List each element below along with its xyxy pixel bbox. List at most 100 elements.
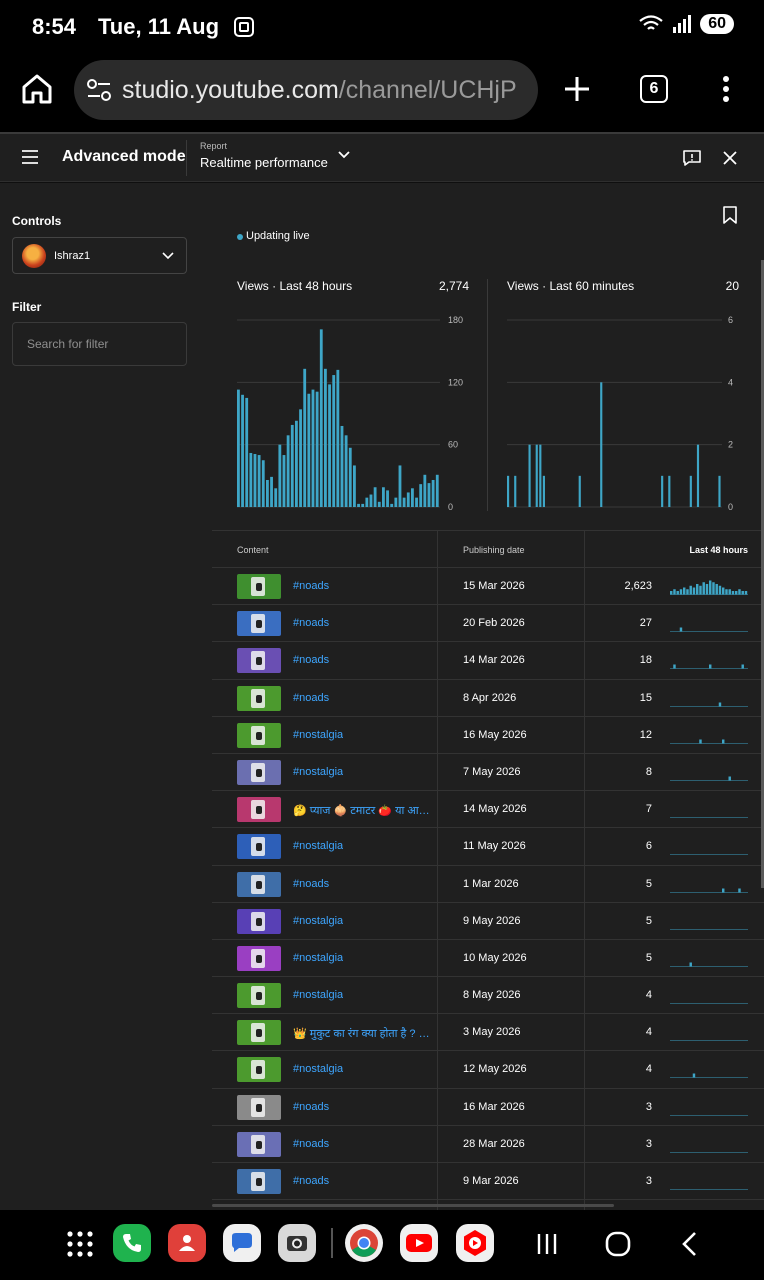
bookmark-icon[interactable]	[722, 205, 738, 225]
video-thumbnail[interactable]	[237, 1094, 281, 1120]
video-thumbnail[interactable]	[237, 834, 281, 860]
table-row[interactable]: #nostalgia 16 May 2026 12	[212, 717, 764, 754]
y-tick-label: 0	[728, 502, 733, 512]
vertical-scrollbar[interactable]	[761, 260, 764, 888]
video-title-link[interactable]: #noads	[293, 877, 330, 890]
contacts-icon[interactable]	[168, 1224, 206, 1262]
close-icon[interactable]	[722, 150, 738, 166]
column-header-date[interactable]: Publishing date	[463, 545, 525, 555]
chevron-down-icon[interactable]	[336, 148, 352, 162]
chart-bar	[270, 476, 273, 507]
table-row[interactable]: #noads 28 Mar 2026 3	[212, 1126, 764, 1163]
recents-icon[interactable]	[535, 1232, 559, 1256]
table-row[interactable]: #noads 20 Feb 2026 27	[212, 605, 764, 643]
video-title-link[interactable]: #nostalgia	[293, 1063, 344, 1076]
table-row[interactable]: 🤔 प्याज 🧅 टमाटर 🍅 या आलू... 14 May 2026 7	[212, 791, 764, 829]
menu-icon[interactable]	[22, 150, 38, 164]
video-thumbnail[interactable]	[237, 574, 281, 599]
column-header-views[interactable]: Last 48 hours	[689, 545, 748, 555]
video-thumbnail[interactable]	[237, 722, 281, 748]
table-row[interactable]: #noads 16 Mar 2026 3	[212, 1089, 764, 1126]
filter-search-input[interactable]	[12, 322, 187, 366]
video-thumbnail[interactable]	[237, 1169, 281, 1194]
site-settings-icon[interactable]	[86, 78, 112, 102]
back-icon[interactable]	[678, 1230, 702, 1258]
video-title-link[interactable]: 👑 मुकुट का रंग क्या होता है ? #...	[293, 1028, 433, 1041]
home-icon[interactable]	[20, 72, 54, 106]
video-thumbnail[interactable]	[237, 685, 281, 711]
youtube-icon[interactable]	[400, 1224, 438, 1262]
new-tab-icon[interactable]	[562, 72, 592, 106]
feedback-icon[interactable]	[682, 149, 702, 167]
table-row[interactable]: #noads 15 Mar 2026 2,623	[212, 568, 764, 606]
video-title-link[interactable]: #nostalgia	[293, 989, 344, 1002]
table-row[interactable]: #nostalgia 10 May 2026 5	[212, 940, 764, 978]
video-thumbnail[interactable]	[237, 1057, 281, 1083]
video-title-link[interactable]: 🤔 प्याज 🧅 टमाटर 🍅 या आलू...	[293, 805, 433, 818]
video-title-link[interactable]: #nostalgia	[293, 840, 344, 853]
video-thumbnail[interactable]	[237, 759, 281, 785]
table-row[interactable]: #nostalgia 12 May 2026 4	[212, 1051, 764, 1089]
channel-selector[interactable]: Ishraz1	[12, 237, 187, 274]
video-title-link[interactable]: #noads	[293, 580, 330, 592]
video-thumbnail[interactable]	[237, 611, 281, 637]
horizontal-scrollbar[interactable]	[212, 1204, 614, 1207]
video-thumbnail[interactable]	[237, 908, 281, 934]
table-row[interactable]: #noads 1 Mar 2026 5	[212, 866, 764, 903]
table-row[interactable]: #nostalgia 8 May 2026 4	[212, 977, 764, 1015]
publish-date: 28 Mar 2026	[463, 1137, 525, 1150]
tab-switcher-button[interactable]: 6	[640, 75, 668, 103]
home-nav-icon[interactable]	[604, 1230, 632, 1258]
video-title-link[interactable]: #noads	[293, 617, 330, 630]
table-row[interactable]: #noads 9 Mar 2026 3	[212, 1163, 764, 1201]
sparkline-bar	[741, 664, 744, 669]
video-title-link[interactable]: #nostalgia	[293, 951, 344, 964]
report-selector[interactable]: Realtime performance	[200, 155, 328, 170]
sparkline-bar	[709, 664, 712, 669]
screenshot-icon	[234, 17, 254, 37]
video-thumbnail[interactable]	[237, 1020, 281, 1046]
y-tick-label: 120	[448, 377, 463, 387]
video-title-link[interactable]: #noads	[293, 654, 330, 667]
video-thumbnail[interactable]	[237, 871, 281, 897]
messages-icon[interactable]	[223, 1224, 261, 1262]
table-row[interactable]: #noads 14 Mar 2026 18	[212, 642, 764, 680]
video-thumbnail[interactable]	[237, 945, 281, 971]
video-title-link[interactable]: #nostalgia	[293, 914, 344, 927]
table-row[interactable]: #noads 8 Apr 2026 15	[212, 680, 764, 717]
chart-bar	[278, 444, 282, 507]
views-sparkline	[670, 580, 748, 595]
video-title-link[interactable]: #noads	[293, 1100, 330, 1113]
video-thumbnail[interactable]	[237, 983, 281, 1009]
chrome-icon[interactable]	[345, 1224, 383, 1262]
chart-bar	[542, 475, 545, 507]
video-title-link[interactable]: #noads	[293, 1175, 330, 1187]
video-thumbnail[interactable]	[237, 648, 281, 674]
chart-bar	[390, 503, 394, 507]
studio-header: Advanced mode Report Realtime performanc…	[0, 134, 764, 182]
table-row[interactable]: #nostalgia 11 May 2026 6	[212, 828, 764, 866]
chart-bar	[411, 488, 414, 507]
table-row[interactable]: 👑 मुकुट का रंग क्या होता है ? #... 3 May …	[212, 1014, 764, 1052]
youtube-studio-icon[interactable]	[456, 1224, 494, 1262]
table-row[interactable]: #nostalgia 9 May 2026 5	[212, 903, 764, 940]
table-row[interactable]: #nostalgia 7 May 2026 8	[212, 754, 764, 792]
chart-bar	[394, 497, 398, 507]
status-date: Tue, 11 Aug	[98, 14, 220, 39]
video-title-link[interactable]: #nostalgia	[293, 728, 344, 741]
apps-grid-icon[interactable]	[66, 1230, 94, 1258]
sparkline-bar	[679, 589, 683, 595]
sparkline-bar	[689, 962, 692, 967]
video-title-link[interactable]: #nostalgia	[293, 765, 344, 778]
camera-icon[interactable]	[278, 1224, 316, 1262]
video-thumbnail[interactable]	[237, 1131, 281, 1157]
sparkline-bar	[673, 664, 676, 669]
column-header-content[interactable]: Content	[237, 545, 269, 555]
video-title-link[interactable]: #noads	[293, 691, 330, 704]
video-thumbnail[interactable]	[237, 797, 281, 823]
more-menu-icon[interactable]	[716, 74, 736, 104]
sparkline-bar	[702, 582, 705, 595]
video-title-link[interactable]: #noads	[293, 1137, 330, 1150]
phone-icon[interactable]	[113, 1224, 151, 1262]
address-bar[interactable]: studio.youtube.com/channel/UCHjP	[74, 60, 538, 120]
